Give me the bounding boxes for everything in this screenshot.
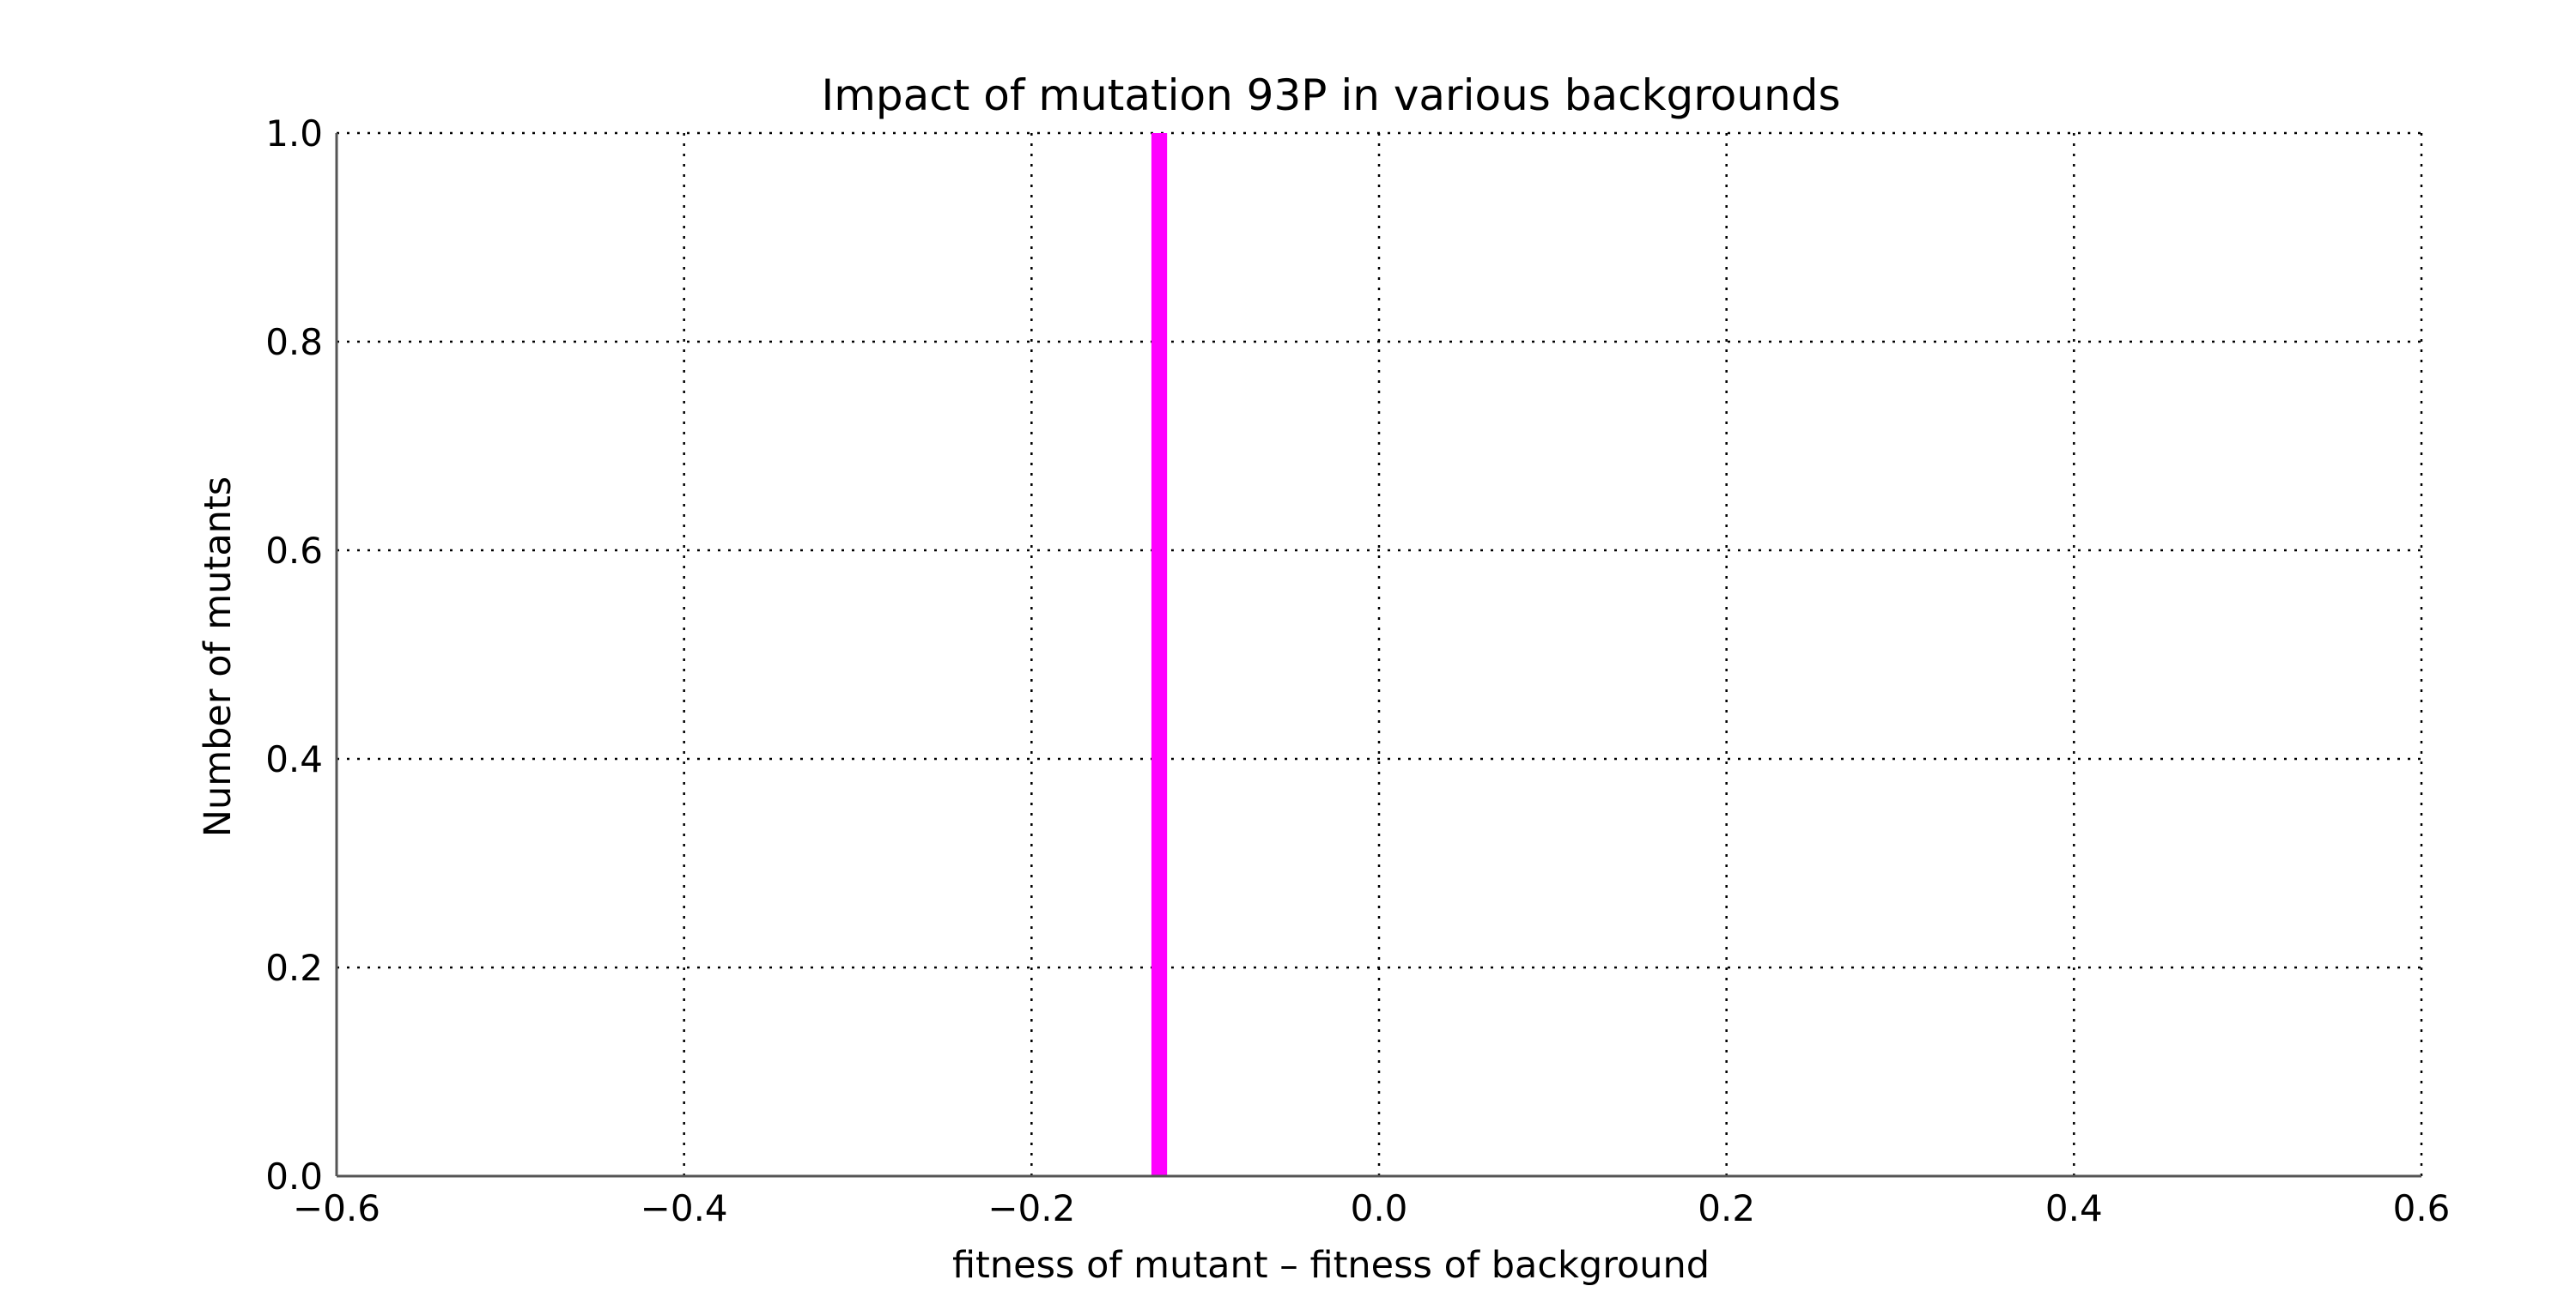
tick-layer: −0.6 −0.4 −0.2 0.0 0.2 0.4 0.6 0.0 0.2 0.4 0.6 0.8 1… — [265, 112, 2450, 1229]
bar-layer — [1151, 133, 1168, 1176]
y-tick-label: 0.2 — [265, 947, 323, 989]
grid-layer — [335, 131, 2423, 1178]
y-axis-label: Number of mutants — [197, 476, 240, 837]
x-tick-label: 0.0 — [1351, 1187, 1408, 1229]
x-tick-label: 0.2 — [1698, 1187, 1755, 1229]
y-tick-label: 0.6 — [265, 530, 323, 572]
chart-title: Impact of mutation 93P in various backgr… — [821, 70, 1840, 120]
axis-layer — [335, 133, 2421, 1178]
y-tick-label: 0.0 — [265, 1156, 323, 1198]
x-tick-label: −0.2 — [987, 1187, 1075, 1229]
y-tick-label: 0.8 — [265, 321, 323, 363]
x-axis-label: fitness of mutant – fitness of backgroun… — [952, 1244, 1710, 1287]
y-tick-label: 1.0 — [265, 112, 323, 155]
y-tick-label: 0.4 — [265, 738, 323, 780]
histogram-bar — [1151, 133, 1168, 1176]
x-tick-label: −0.4 — [641, 1187, 728, 1229]
x-tick-label: 0.4 — [2045, 1187, 2103, 1229]
x-tick-label: −0.6 — [293, 1187, 380, 1229]
x-tick-label: 0.6 — [2393, 1187, 2451, 1229]
